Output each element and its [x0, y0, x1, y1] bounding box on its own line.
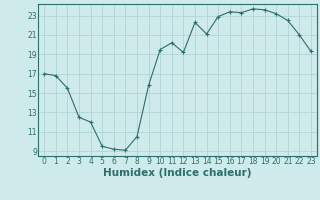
- X-axis label: Humidex (Indice chaleur): Humidex (Indice chaleur): [103, 168, 252, 178]
